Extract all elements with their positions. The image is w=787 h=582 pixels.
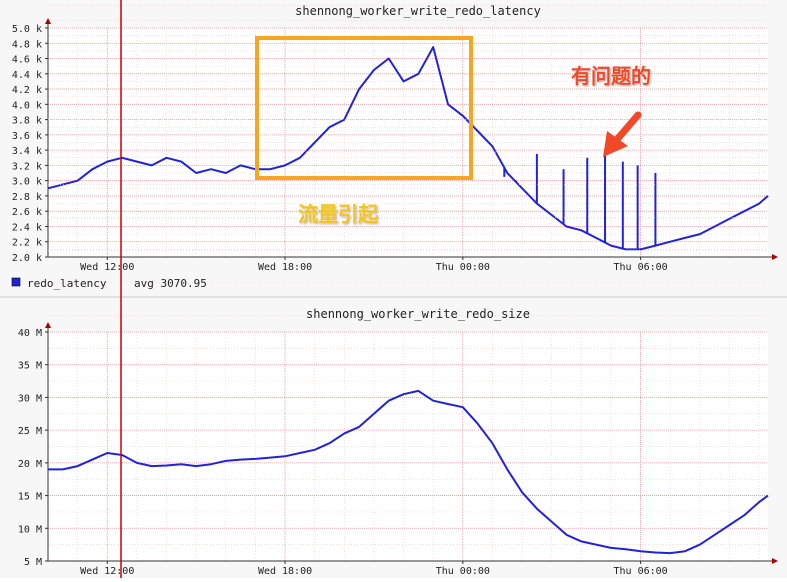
latency-y-tick-label: 3.6 k	[12, 131, 42, 142]
latency-y-tick-label: 3.0 k	[12, 177, 42, 188]
latency-chart-title: shennong_worker_write_redo_latency	[295, 4, 541, 18]
annotation-problem-label: 有问题的	[571, 60, 651, 89]
legend-swatch	[12, 278, 20, 286]
latency-y-tick-label: 4.2 k	[12, 85, 42, 96]
latency-y-tick-label: 4.6 k	[12, 55, 42, 66]
size-x-tick-label: Thu 06:00	[613, 566, 667, 577]
size-y-tick-label: 35 M	[18, 361, 42, 372]
legend-series-stat: avg 3070.95	[134, 277, 207, 290]
size-x-tick-label: Wed 18:00	[258, 566, 312, 577]
latency-y-tick-label: 3.2 k	[12, 161, 42, 172]
latency-x-tick-label: Thu 06:00	[613, 262, 667, 273]
size-y-tick-label: 10 M	[18, 524, 42, 535]
latency-y-tick-label: 2.2 k	[12, 238, 42, 249]
size-y-tick-label: 40 M	[18, 328, 42, 339]
latency-y-tick-label: 3.4 k	[12, 146, 42, 157]
latency-y-tick-label: 2.6 k	[12, 207, 42, 218]
latency-y-tick-label: 3.8 k	[12, 116, 42, 127]
latency-x-tick-label: Thu 00:00	[436, 262, 490, 273]
size-chart-title: shennong_worker_write_redo_size	[306, 307, 530, 321]
size-x-tick-label: Thu 00:00	[436, 566, 490, 577]
size-y-tick-label: 15 M	[18, 492, 42, 503]
latency-y-tick-label: 4.4 k	[12, 70, 42, 81]
latency-y-tick-label: 2.8 k	[12, 192, 42, 203]
annotation-traffic-label: 流量引起	[298, 198, 378, 227]
size-y-tick-label: 25 M	[18, 426, 42, 437]
latency-y-tick-label: 2.4 k	[12, 222, 42, 233]
latency-y-tick-label: 5.0 k	[12, 24, 42, 35]
size-y-tick-label: 30 M	[18, 393, 42, 404]
size-y-tick-label: 5 M	[24, 557, 42, 568]
latency-x-tick-label: Wed 12:00	[80, 262, 134, 273]
legend-series-name: redo_latency	[27, 277, 107, 290]
size-x-tick-label: Wed 12:00	[80, 566, 134, 577]
latency-y-tick-label: 2.0 k	[12, 253, 42, 264]
latency-y-tick-label: 4.0 k	[12, 100, 42, 111]
latency-x-tick-label: Wed 18:00	[258, 262, 312, 273]
latency-y-tick-label: 4.8 k	[12, 39, 42, 50]
size-y-tick-label: 20 M	[18, 459, 42, 470]
